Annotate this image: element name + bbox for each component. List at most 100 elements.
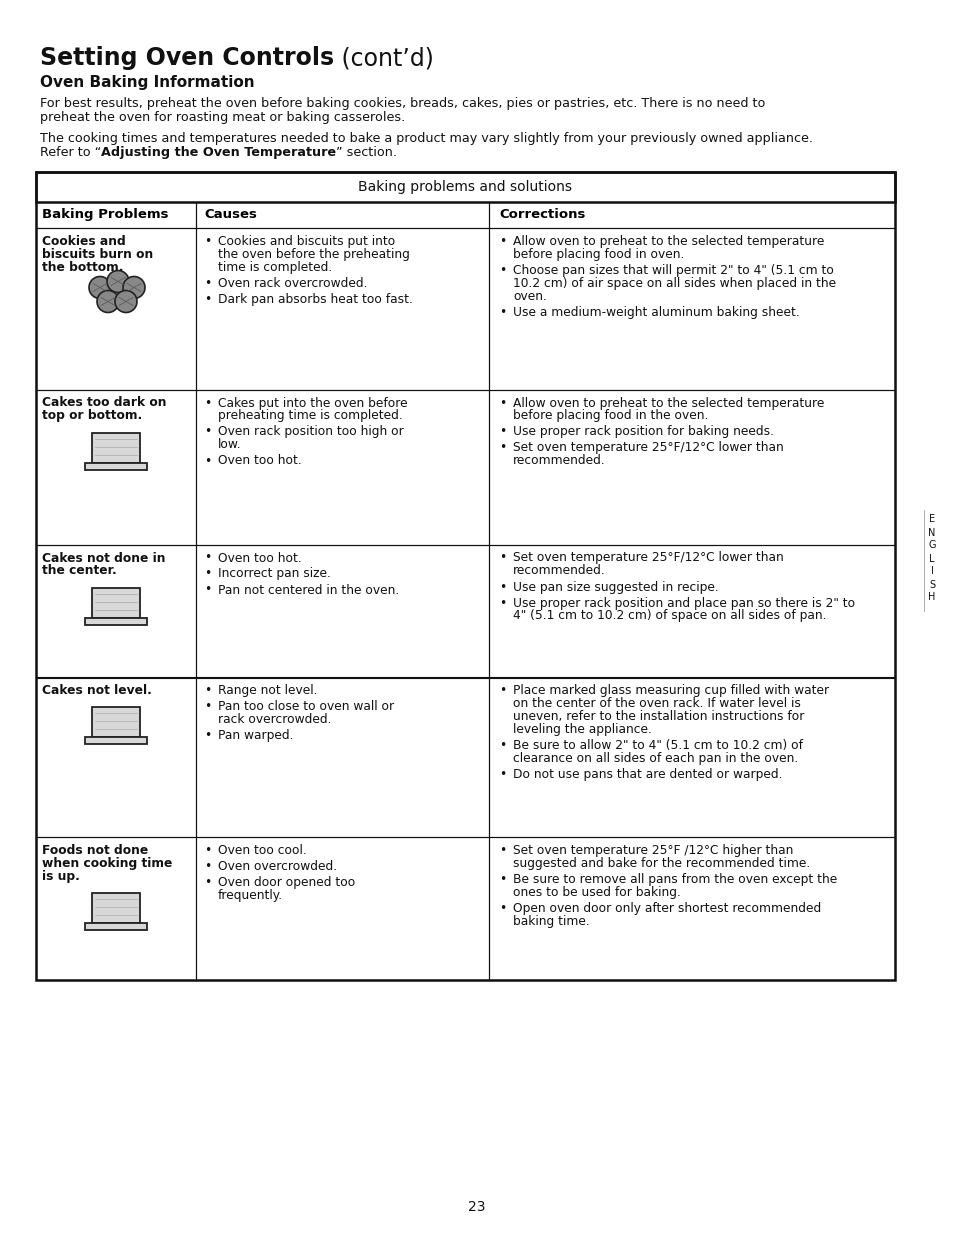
Bar bbox=[489, 227, 894, 389]
Text: Cakes too dark on: Cakes too dark on bbox=[42, 396, 167, 410]
Bar bbox=[489, 678, 894, 837]
Text: Range not level.: Range not level. bbox=[218, 684, 317, 698]
Text: •: • bbox=[204, 861, 211, 873]
Text: Oven too cool.: Oven too cool. bbox=[218, 845, 307, 857]
Bar bbox=[195, 201, 489, 227]
Text: •: • bbox=[204, 396, 211, 410]
Text: I: I bbox=[929, 567, 932, 577]
Text: E: E bbox=[928, 515, 934, 525]
Bar bbox=[195, 837, 489, 981]
Text: (cont’d): (cont’d) bbox=[334, 46, 434, 70]
Text: Oven too hot.: Oven too hot. bbox=[218, 454, 301, 468]
Bar bbox=[85, 737, 147, 745]
Text: top or bottom.: top or bottom. bbox=[42, 410, 142, 422]
Text: ones to be used for baking.: ones to be used for baking. bbox=[513, 887, 680, 899]
Text: rack overcrowded.: rack overcrowded. bbox=[218, 714, 331, 726]
Text: •: • bbox=[498, 740, 506, 752]
Bar bbox=[85, 924, 147, 930]
Text: the center.: the center. bbox=[42, 564, 116, 578]
Text: •: • bbox=[204, 454, 211, 468]
Text: •: • bbox=[204, 845, 211, 857]
Text: Oven too hot.: Oven too hot. bbox=[218, 552, 301, 564]
Text: •: • bbox=[204, 277, 211, 289]
Text: Use pan size suggested in recipe.: Use pan size suggested in recipe. bbox=[513, 580, 718, 594]
Text: Cookies and biscuits put into: Cookies and biscuits put into bbox=[218, 235, 395, 247]
Text: •: • bbox=[498, 396, 506, 410]
Bar bbox=[91, 708, 140, 737]
Text: Oven Baking Information: Oven Baking Information bbox=[40, 75, 254, 90]
Text: Use proper rack position and place pan so there is 2" to: Use proper rack position and place pan s… bbox=[513, 597, 854, 610]
Text: •: • bbox=[204, 700, 211, 714]
Text: •: • bbox=[498, 845, 506, 857]
Text: preheating time is completed.: preheating time is completed. bbox=[218, 410, 402, 422]
Bar bbox=[91, 893, 140, 924]
Text: Adjusting the Oven Temperature: Adjusting the Oven Temperature bbox=[101, 146, 336, 158]
Text: •: • bbox=[204, 877, 211, 889]
Text: before placing food in the oven.: before placing food in the oven. bbox=[513, 410, 708, 422]
Text: Baking problems and solutions: Baking problems and solutions bbox=[358, 179, 572, 194]
Text: Do not use pans that are dented or warped.: Do not use pans that are dented or warpe… bbox=[513, 768, 781, 782]
Text: biscuits burn on: biscuits burn on bbox=[42, 247, 153, 261]
Text: The cooking times and temperatures needed to bake a product may vary slightly fr: The cooking times and temperatures neede… bbox=[40, 132, 812, 144]
Text: •: • bbox=[204, 235, 211, 247]
Text: 23: 23 bbox=[468, 1200, 485, 1214]
Text: Oven rack overcrowded.: Oven rack overcrowded. bbox=[218, 277, 367, 289]
Bar bbox=[36, 837, 195, 981]
Text: •: • bbox=[204, 426, 211, 438]
Text: •: • bbox=[204, 730, 211, 742]
Text: Use a medium-weight aluminum baking sheet.: Use a medium-weight aluminum baking shee… bbox=[513, 305, 799, 319]
Text: suggested and bake for the recommended time.: suggested and bake for the recommended t… bbox=[513, 857, 809, 871]
Bar bbox=[91, 432, 140, 462]
Text: the oven before the preheating: the oven before the preheating bbox=[218, 247, 410, 261]
Text: Allow oven to preheat to the selected temperature: Allow oven to preheat to the selected te… bbox=[513, 396, 823, 410]
Text: Dark pan absorbs heat too fast.: Dark pan absorbs heat too fast. bbox=[218, 293, 413, 305]
Text: For best results, preheat the oven before baking cookies, breads, cakes, pies or: For best results, preheat the oven befor… bbox=[40, 98, 764, 110]
Text: frequently.: frequently. bbox=[218, 889, 283, 903]
Text: Oven door opened too: Oven door opened too bbox=[218, 877, 355, 889]
Bar bbox=[195, 678, 489, 837]
Text: clearance on all sides of each pan in the oven.: clearance on all sides of each pan in th… bbox=[513, 752, 798, 766]
Circle shape bbox=[89, 277, 111, 299]
Text: uneven, refer to the installation instructions for: uneven, refer to the installation instru… bbox=[513, 710, 803, 724]
Text: •: • bbox=[498, 597, 506, 610]
Bar bbox=[489, 545, 894, 678]
Bar bbox=[195, 389, 489, 545]
Text: Use proper rack position for baking needs.: Use proper rack position for baking need… bbox=[513, 426, 773, 438]
Bar bbox=[85, 618, 147, 625]
Text: Baking Problems: Baking Problems bbox=[42, 207, 169, 221]
Bar bbox=[91, 588, 140, 618]
Text: Foods not done: Foods not done bbox=[42, 845, 148, 857]
Text: recommended.: recommended. bbox=[513, 454, 605, 468]
Text: baking time.: baking time. bbox=[513, 915, 589, 929]
Text: •: • bbox=[498, 263, 506, 277]
Text: Place marked glass measuring cup filled with water: Place marked glass measuring cup filled … bbox=[513, 684, 828, 698]
Text: Corrections: Corrections bbox=[498, 207, 585, 221]
Bar bbox=[489, 201, 894, 227]
Text: ” section.: ” section. bbox=[336, 146, 397, 158]
Text: •: • bbox=[498, 684, 506, 698]
Text: oven.: oven. bbox=[513, 289, 546, 303]
Text: Allow oven to preheat to the selected temperature: Allow oven to preheat to the selected te… bbox=[513, 235, 823, 247]
Text: •: • bbox=[498, 305, 506, 319]
Text: •: • bbox=[204, 684, 211, 698]
Text: Incorrect pan size.: Incorrect pan size. bbox=[218, 568, 331, 580]
Text: •: • bbox=[498, 873, 506, 887]
Bar bbox=[489, 389, 894, 545]
Text: time is completed.: time is completed. bbox=[218, 261, 332, 273]
Bar bbox=[195, 545, 489, 678]
Bar bbox=[36, 227, 195, 389]
Text: on the center of the oven rack. If water level is: on the center of the oven rack. If water… bbox=[513, 698, 800, 710]
Text: Cakes put into the oven before: Cakes put into the oven before bbox=[218, 396, 407, 410]
Text: Oven rack position too high or: Oven rack position too high or bbox=[218, 426, 403, 438]
Text: G: G bbox=[927, 541, 935, 551]
Text: •: • bbox=[498, 768, 506, 782]
Text: Oven overcrowded.: Oven overcrowded. bbox=[218, 861, 336, 873]
Text: Pan not centered in the oven.: Pan not centered in the oven. bbox=[218, 583, 399, 597]
Bar bbox=[36, 172, 894, 201]
Text: S: S bbox=[928, 579, 934, 589]
Bar bbox=[195, 227, 489, 389]
Text: the bottom.: the bottom. bbox=[42, 261, 123, 273]
Text: •: • bbox=[498, 426, 506, 438]
Text: when cooking time: when cooking time bbox=[42, 857, 172, 871]
Text: is up.: is up. bbox=[42, 871, 80, 883]
